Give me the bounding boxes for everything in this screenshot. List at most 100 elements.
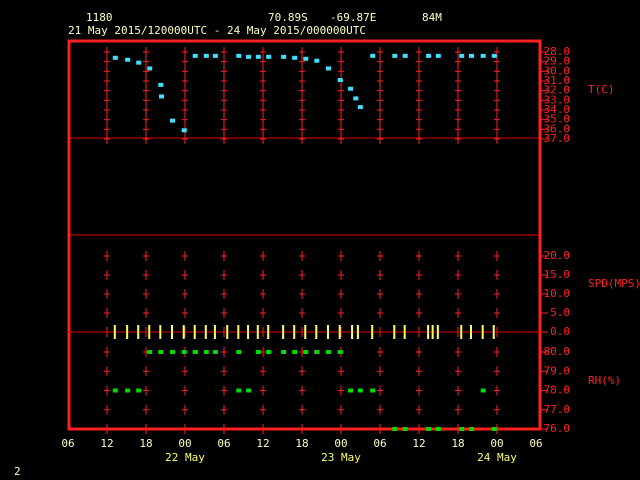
data-point — [267, 325, 270, 339]
data-point — [370, 388, 376, 393]
y-tick-label: 76.0 — [544, 422, 571, 435]
x-tick-label: 00 — [178, 437, 191, 450]
date-label: 22 May — [165, 451, 205, 464]
data-point — [159, 325, 162, 339]
data-point — [204, 325, 207, 339]
data-point — [303, 350, 309, 354]
chart-title: 21 May 2015/120000UTC - 24 May 2015/0000… — [68, 24, 366, 37]
axis-label: T(C) — [588, 83, 615, 96]
data-point — [256, 325, 259, 339]
data-point — [212, 350, 218, 354]
data-point — [170, 118, 175, 123]
x-tick-label: 18 — [295, 437, 308, 450]
x-tick-label: 06 — [373, 437, 386, 450]
data-point — [255, 350, 261, 354]
data-point — [402, 427, 408, 431]
data-point — [436, 325, 439, 339]
data-point — [326, 66, 331, 71]
y-tick-label: -28.0 — [537, 45, 570, 58]
y-tick-label: 5.0 — [550, 306, 570, 319]
y-tick-label: -37.0 — [537, 132, 570, 145]
data-point — [491, 427, 497, 431]
x-tick-label: 12 — [256, 437, 269, 450]
data-point — [236, 53, 242, 58]
data-point — [158, 350, 164, 354]
data-point — [357, 388, 363, 393]
data-point — [327, 325, 329, 339]
x-tick-label: 18 — [139, 437, 152, 450]
data-point — [281, 54, 287, 59]
x-tick-label: 18 — [451, 437, 464, 450]
page-number: 2 — [14, 465, 21, 478]
data-point — [226, 325, 229, 339]
data-point — [392, 53, 398, 58]
x-tick-label: 06 — [217, 437, 230, 450]
data-point — [426, 427, 432, 431]
data-point — [147, 350, 153, 354]
data-point — [338, 325, 341, 339]
y-tick-label: -35.0 — [537, 113, 570, 126]
data-point — [480, 53, 486, 58]
data-point — [126, 325, 129, 339]
data-point — [236, 350, 242, 354]
data-point — [431, 325, 434, 339]
data-point — [392, 427, 398, 431]
data-point — [193, 325, 196, 339]
y-tick-label: -31.0 — [537, 74, 570, 87]
data-point — [459, 53, 465, 58]
data-point — [356, 325, 359, 339]
data-point — [246, 54, 252, 59]
latitude: 70.89S — [268, 11, 308, 24]
data-point — [314, 58, 320, 63]
data-point — [426, 53, 432, 58]
y-tick-label: -30.0 — [537, 64, 570, 77]
data-point — [192, 53, 198, 58]
data-point — [393, 325, 396, 339]
data-point — [480, 388, 486, 393]
data-point — [370, 53, 376, 58]
data-point — [112, 55, 118, 60]
data-point — [357, 105, 363, 110]
data-point — [181, 128, 187, 133]
data-point — [293, 325, 296, 339]
data-point — [435, 53, 441, 58]
data-point — [158, 82, 164, 87]
data-point — [481, 325, 484, 339]
data-point — [460, 325, 463, 339]
x-tick-label: 00 — [334, 437, 347, 450]
data-point — [351, 325, 354, 339]
x-tick-label: 06 — [529, 437, 542, 450]
data-point — [491, 53, 497, 58]
data-point — [348, 86, 354, 91]
x-tick-label: 00 — [490, 437, 503, 450]
data-point — [213, 325, 216, 339]
data-point — [282, 325, 285, 339]
data-point — [181, 350, 187, 354]
data-point — [171, 325, 173, 339]
y-tick-label: 20.0 — [544, 249, 571, 262]
data-point — [147, 66, 153, 71]
data-point — [212, 53, 218, 58]
data-point — [292, 350, 298, 354]
data-point — [304, 325, 307, 339]
data-point — [348, 388, 354, 393]
axis-label: RH(%) — [588, 374, 621, 387]
data-point — [255, 54, 261, 59]
data-point — [158, 94, 164, 99]
axis-label: SPD(MPS) — [588, 277, 640, 290]
data-point — [469, 53, 474, 58]
data-point — [148, 325, 151, 339]
data-point — [459, 427, 465, 431]
data-point — [315, 325, 318, 339]
data-point — [469, 427, 474, 431]
data-point — [203, 53, 209, 58]
data-point — [281, 350, 287, 354]
x-tick-label: 12 — [100, 437, 113, 450]
data-point — [314, 350, 320, 354]
data-point — [292, 55, 298, 60]
data-point — [236, 388, 242, 393]
data-point — [170, 350, 175, 354]
data-point — [303, 56, 309, 61]
station-id: 1180 — [86, 11, 113, 24]
